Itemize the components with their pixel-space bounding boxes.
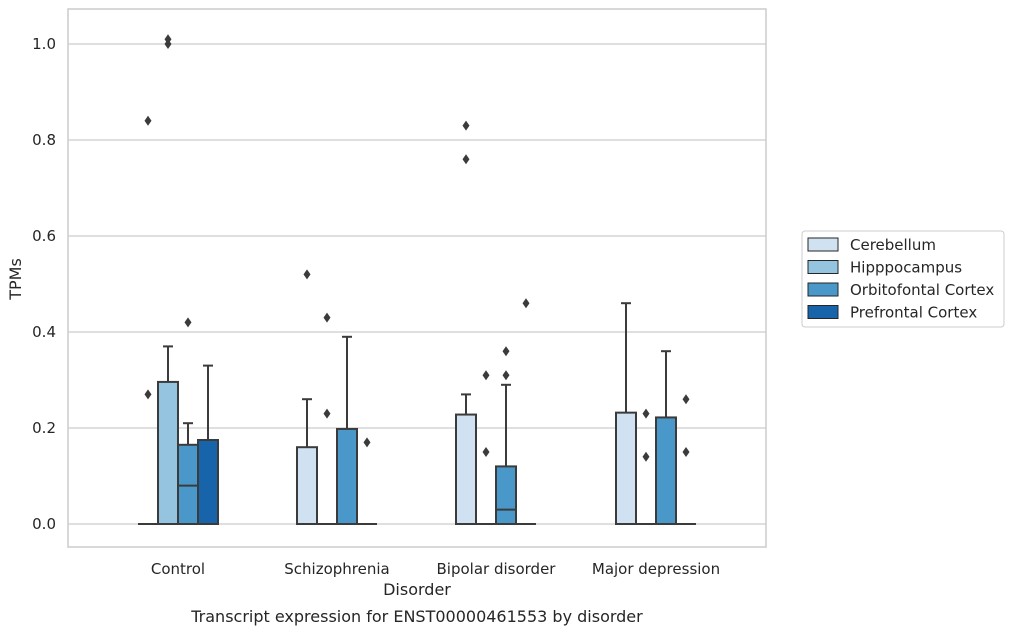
box-hipppocampus (317, 312, 337, 525)
outlier-point (363, 437, 371, 448)
box-body (336, 427, 358, 525)
y-tick-label: 0.6 (32, 227, 56, 245)
y-tick-label: 0.8 (32, 131, 56, 149)
outlier-point (682, 394, 690, 405)
box-body (495, 465, 517, 525)
legend-swatch (807, 282, 839, 297)
y-axis-ticks: 0.0 0.2 0.4 0.6 0.8 1.0 (32, 35, 56, 533)
box-body (177, 443, 199, 525)
box-cerebellum (296, 269, 318, 526)
legend-label: Prefrontal Cortex (850, 304, 977, 322)
legend-frame (801, 230, 1005, 328)
box-body (615, 411, 637, 526)
plot-area-frame (67, 8, 767, 548)
y-axis-title: TPMs (6, 258, 25, 301)
legend-label: Orbitofontal Cortex (850, 281, 994, 299)
outlier-point (482, 370, 490, 381)
y-tick-label: 0.0 (32, 515, 56, 533)
box-prefrontal-cortex (676, 394, 696, 525)
outlier-point (682, 447, 690, 457)
box-hipppocampus (476, 370, 496, 525)
box-orbitofontal-cortex (655, 350, 677, 525)
box-orbitofontal-cortex (177, 317, 199, 525)
box-series (138, 34, 696, 526)
outlier-point (144, 115, 152, 126)
box-body (655, 416, 677, 525)
outlier-point (462, 154, 470, 165)
x-axis-title: Disorder (383, 580, 451, 599)
outlier-point (642, 408, 650, 419)
outlier-point (184, 317, 192, 328)
outlier-point (323, 312, 331, 323)
legend-swatch (807, 237, 839, 252)
x-axis-ticks: Control Schizophrenia Bipolar disorder Majo… (151, 560, 720, 578)
outlier-point (482, 447, 490, 457)
x-tick-label: Bipolar disorder (437, 560, 557, 578)
legend: Cerebellum Hipppocampus Orbitofontal Corte… (801, 230, 1005, 328)
outlier-point (323, 408, 331, 419)
chart-caption: Transcript expression for ENST0000046155… (190, 607, 643, 626)
box-cerebellum (138, 115, 158, 525)
outlier-point (642, 451, 650, 462)
x-tick-label: Schizophrenia (284, 560, 389, 578)
outlier-point (303, 269, 311, 280)
x-tick-label: Major depression (592, 560, 720, 578)
legend-label: Cerebellum (850, 236, 936, 254)
outlier-point (502, 370, 510, 381)
legend-swatch (807, 305, 839, 319)
box-prefrontal-cortex (197, 364, 219, 525)
box-orbitofontal-cortex (336, 335, 358, 525)
box-body (455, 413, 477, 525)
box-orbitofontal-cortex (495, 346, 517, 525)
outlier-point (522, 298, 530, 309)
y-tick-label: 0.2 (32, 419, 56, 437)
outlier-point (462, 120, 470, 131)
box-cerebellum (615, 302, 637, 526)
box-body (197, 439, 219, 525)
box-cerebellum (455, 120, 477, 525)
y-tick-label: 0.4 (32, 323, 56, 341)
y-tick-label: 1.0 (32, 35, 56, 53)
box-prefrontal-cortex (357, 437, 377, 525)
legend-swatch (807, 260, 839, 274)
outlier-point (164, 34, 172, 45)
outlier-point (144, 389, 152, 400)
box-hipppocampus (157, 34, 179, 526)
outlier-point (502, 346, 510, 357)
x-tick-label: Control (151, 560, 205, 578)
box-body (296, 446, 318, 526)
legend-label: Hipppocampus (850, 259, 962, 277)
box-body (157, 380, 179, 526)
box-hipppocampus (636, 408, 656, 525)
box-prefrontal-cortex (516, 298, 536, 525)
